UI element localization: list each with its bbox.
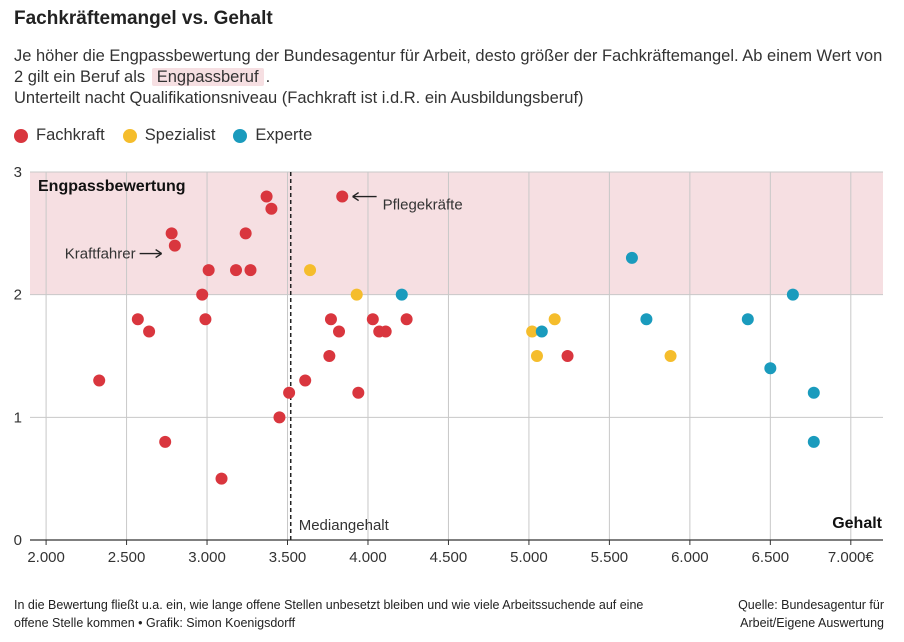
point-spezialist (530, 350, 543, 362)
x-tick-label: 7.000€ (828, 549, 875, 566)
x-tick-label: 4.000 (349, 549, 387, 566)
point-fachkraft (299, 374, 312, 387)
point-fachkraft (168, 239, 181, 252)
point-fachkraft (273, 411, 286, 424)
annotation-arrowhead (155, 249, 163, 259)
point-fachkraft (159, 435, 172, 448)
x-tick-label: 5.000 (510, 549, 548, 566)
point-fachkraft (336, 190, 349, 203)
legend-item-experte: Experte (233, 126, 312, 145)
legend-dot-experte (233, 128, 248, 143)
point-fachkraft (244, 264, 257, 277)
point-experte (807, 386, 820, 399)
point-spezialist (526, 325, 539, 338)
legend-label-fachkraft: Fachkraft (36, 126, 105, 144)
x-tick-label: 3.500 (269, 549, 307, 566)
y-axis-title: Engpassbewertung (38, 178, 186, 195)
x-tick-label: 4.500 (430, 549, 468, 566)
point-fachkraft (283, 386, 296, 399)
point-fachkraft (379, 325, 392, 338)
subtitle-line-2: Unterteilt nacht Qualifikationsniveau (F… (14, 89, 584, 107)
x-axis-title: Gehalt (832, 515, 882, 532)
x-tick-label: 5.500 (591, 549, 629, 566)
axes-layer: 2.000 2.500 3.000 3.500 4.000 4.500 5.000 5.500… (14, 164, 883, 566)
point-experte (625, 251, 638, 264)
point-experte (535, 325, 548, 338)
x-tick-label: 6.500 (752, 549, 790, 566)
median-label: Mediangehalt (299, 517, 390, 534)
point-fachkraft (165, 227, 178, 240)
legend-item-fachkraft: Fachkraft (14, 126, 105, 145)
point-experte (807, 435, 820, 448)
point-fachkraft (143, 325, 156, 338)
y-tick-label: 0 (14, 532, 22, 549)
legend-dot-fachkraft (14, 128, 28, 143)
point-fachkraft (230, 264, 243, 277)
legend-label-experte: Experte (255, 126, 313, 144)
y-tick-label: 2 (14, 287, 22, 304)
points-layer (93, 190, 820, 485)
subtitle-period: . (265, 68, 271, 86)
y-tick-label: 3 (14, 164, 22, 181)
point-experte (741, 313, 754, 326)
point-spezialist (548, 313, 561, 326)
point-fachkraft (196, 288, 209, 301)
point-fachkraft (215, 472, 228, 485)
point-fachkraft (352, 386, 365, 399)
point-fachkraft (561, 350, 574, 362)
subtitle-text: Je höher die Engpassbewertung der Bundes… (14, 47, 883, 86)
chart-title: Fachkräftemangel vs. Gehalt (14, 8, 273, 29)
point-experte (395, 288, 408, 301)
point-spezialist (304, 264, 317, 277)
point-fachkraft (93, 374, 106, 387)
legend-label-spezialist: Spezialist (144, 126, 216, 144)
annotation-pflegekraefte: Pflegekräfte (383, 197, 463, 214)
annotation-kraftfahrer: Kraftfahrer (65, 246, 136, 263)
legend-dot-spezialist (122, 128, 137, 143)
point-fachkraft (239, 227, 252, 240)
point-fachkraft (366, 313, 379, 326)
legend-item-spezialist: Spezialist (122, 126, 216, 145)
point-fachkraft (323, 350, 336, 362)
engpassberuf-highlight: Engpassberuf (151, 68, 264, 86)
point-fachkraft (131, 313, 144, 326)
chart-legend: Fachkraft Spezialist Experte (14, 126, 330, 145)
point-spezialist (664, 350, 677, 362)
point-fachkraft (400, 313, 413, 326)
x-tick-label: 6.000 (671, 549, 709, 566)
subtitle-line-1: Je höher die Engpassbewertung der Bundes… (14, 46, 890, 88)
point-experte (786, 288, 799, 301)
x-tick-label: 3.000 (188, 549, 226, 566)
point-fachkraft (324, 313, 337, 326)
annotation-arrowhead (352, 191, 360, 202)
point-fachkraft (199, 313, 212, 326)
x-tick-label: 2.500 (108, 549, 146, 566)
x-tick-label: 2.000 (27, 549, 65, 566)
y-tick-label: 1 (14, 409, 22, 426)
footer-note: In die Bewertung fließt u.a. ein, wie la… (14, 598, 644, 630)
chart-subtitle: Je höher die Engpassbewertung der Bundes… (14, 46, 890, 109)
point-experte (640, 313, 653, 326)
annotation-layer: Pflegekräfte Kraftfahrer (65, 191, 463, 263)
point-experte (764, 362, 777, 375)
footer-source: Quelle: Bundesagentur für Arbeit/Eigene … (738, 598, 884, 630)
point-spezialist (350, 288, 363, 301)
grid-layer (30, 171, 883, 540)
point-fachkraft (265, 202, 278, 215)
point-fachkraft (260, 190, 273, 203)
point-fachkraft (202, 264, 215, 277)
point-fachkraft (333, 325, 346, 338)
